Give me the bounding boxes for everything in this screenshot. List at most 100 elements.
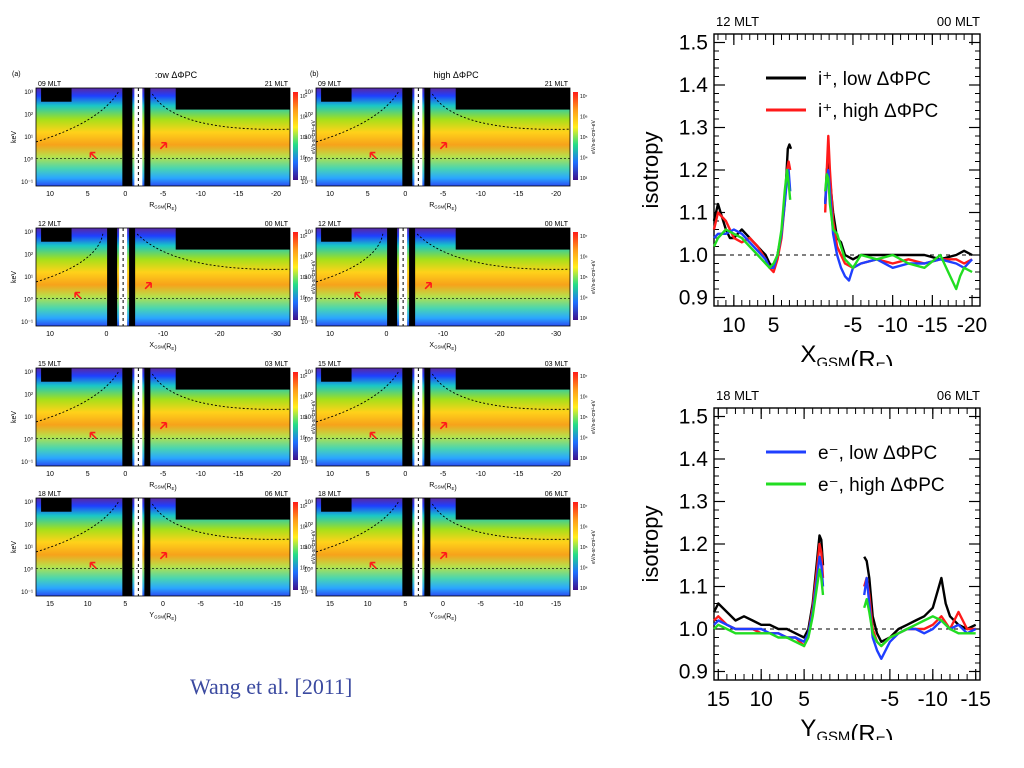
y-tick-label: 10⁻¹ bbox=[21, 460, 33, 466]
y-tick-label: 10¹ bbox=[304, 135, 313, 141]
red-arrow bbox=[424, 281, 432, 290]
x-tick-label: 5 bbox=[86, 191, 90, 198]
spectrogram-dark-region bbox=[455, 498, 570, 520]
y-tick-label: 10² bbox=[24, 113, 33, 119]
x-tick-label: 5 bbox=[798, 688, 810, 711]
spectrogram-gap-bar bbox=[122, 88, 133, 186]
spectrogram-gap-bar bbox=[107, 228, 118, 326]
x-tick-label: -10 bbox=[877, 314, 907, 337]
spectrogram-dark-region bbox=[455, 88, 570, 110]
x-tick-label: -10 bbox=[476, 191, 486, 198]
y-tick-label: 10¹ bbox=[304, 415, 313, 421]
x-tick-label: -5 bbox=[160, 471, 166, 478]
spectrogram-gap-bar bbox=[122, 498, 133, 596]
colorbar-tick: 10⁷ bbox=[300, 504, 308, 510]
x-tick-label: 10 bbox=[46, 471, 54, 478]
mlt-left-label: 18 MLT bbox=[716, 388, 759, 403]
x-tick-label: -15 bbox=[271, 601, 281, 608]
spectrogram-dark-region bbox=[321, 498, 352, 512]
mlt-right-label: 06 MLT bbox=[937, 388, 980, 403]
y-tick-label: 10⁻¹ bbox=[21, 180, 33, 186]
spectrogram-frame bbox=[315, 497, 571, 597]
colorbar-tick: 10⁶ bbox=[580, 525, 588, 531]
colorbar-tick: 10⁵ bbox=[580, 135, 588, 141]
y-tick-label: 10⁻¹ bbox=[301, 460, 313, 466]
x-tick-label: 10 bbox=[364, 601, 372, 608]
mlt-left-label: 18 MLT bbox=[38, 491, 62, 498]
spectrogram-dark-region bbox=[41, 368, 72, 382]
y-tick-label: 10³ bbox=[304, 230, 313, 236]
spectrogram-frame bbox=[35, 497, 291, 597]
red-arrow bbox=[439, 551, 448, 560]
colorbar bbox=[573, 92, 578, 180]
spectrogram-panel: 12 MLT 00 MLT 10³ 10² 10¹ 10⁰ 10⁻¹ 10 0 -10 -20 -30… bbox=[301, 221, 597, 352]
colorbar-tick: 10³ bbox=[580, 176, 588, 182]
spectrogram-panel: 09 MLT 21 MLT 10³ 10² 10¹ 10⁰ 10⁻¹ 10 5 0 -5 -10 -15… bbox=[301, 81, 597, 212]
column-title-low: :ow ΔΦPC bbox=[155, 70, 198, 80]
red-arrow bbox=[369, 561, 377, 570]
x-tick-label: -20 bbox=[271, 471, 281, 478]
mlt-left-label: 18 MLT bbox=[318, 491, 342, 498]
spectrogram-panel: 18 MLT 06 MLT 10³ 10² 10¹ 10⁰ 10⁻¹ 15 10 5 0 -5 -10 -… bbox=[301, 491, 597, 622]
dashed-energy-curve bbox=[136, 233, 291, 270]
spectrogram-dark-region bbox=[455, 228, 570, 250]
colorbar-label: eV/s-sr-cm²-eV bbox=[591, 120, 597, 154]
x-tick-label: -10 bbox=[918, 688, 948, 711]
x-tick-label: -20 bbox=[271, 191, 281, 198]
colorbar-tick: 10⁶ bbox=[580, 395, 588, 401]
spectrogram-gap-bar bbox=[424, 498, 431, 596]
legend-label: e⁻, high ΔΦPC bbox=[818, 475, 945, 496]
x-tick-label: 0 bbox=[123, 191, 127, 198]
x-tick-label: 5 bbox=[366, 191, 370, 198]
y-tick-label: 10² bbox=[304, 393, 313, 399]
mlt-left-label: 09 MLT bbox=[38, 81, 62, 88]
colorbar-tick: 10³ bbox=[300, 456, 308, 462]
y-tick-label: 10¹ bbox=[24, 545, 33, 551]
y-tick-label: 1.2 bbox=[679, 159, 708, 182]
x-tick-label: -30 bbox=[551, 331, 561, 338]
red-arrow bbox=[354, 291, 362, 300]
y-tick-label: 10³ bbox=[24, 230, 33, 236]
dashed-energy-curve bbox=[35, 371, 119, 423]
colorbar-tick: 10³ bbox=[580, 456, 588, 462]
spectrogram-dark-region bbox=[321, 368, 352, 382]
y-tick-label: 10⁰ bbox=[304, 437, 314, 444]
spectrogram-panel: 12 MLT 00 MLT 10³ 10² 10¹ 10⁰ 10⁻¹ keV 10 0 -10 -20… bbox=[11, 221, 317, 352]
spectrogram-panel: 09 MLT 21 MLT 10³ 10² 10¹ 10⁰ 10⁻¹ keV 10 5 0 -5 -10… bbox=[11, 81, 317, 212]
citation: Wang et al. [2011] bbox=[190, 674, 353, 699]
legend-label: e⁻, low ΔΦPC bbox=[818, 443, 937, 464]
x-tick-label: 0 bbox=[385, 331, 389, 338]
mlt-right-label: 06 MLT bbox=[265, 491, 289, 498]
dashed-energy-curve bbox=[416, 233, 571, 270]
colorbar bbox=[293, 232, 298, 320]
x-tick-label: -20 bbox=[494, 331, 504, 338]
colorbar-tick: 10⁷ bbox=[300, 374, 308, 380]
x-tick-label: 10 bbox=[46, 191, 54, 198]
colorbar-tick: 10⁶ bbox=[300, 255, 308, 261]
dashed-energy-curve bbox=[315, 501, 399, 553]
y-tick-label: 10² bbox=[24, 393, 33, 399]
spectrogram-panel: 18 MLT 06 MLT 10³ 10² 10¹ 10⁰ 10⁻¹ keV 15 10 5 0 -5 -… bbox=[11, 491, 317, 622]
colorbar-tick: 10⁷ bbox=[580, 504, 588, 510]
x-tick-label: -5 bbox=[440, 191, 446, 198]
x-axis-label: XGSM(RE) bbox=[149, 342, 176, 352]
colorbar-label: eV/s-sr-cm²-eV bbox=[311, 120, 317, 154]
x-tick-label: 10 bbox=[326, 331, 334, 338]
x-tick-label: 10 bbox=[722, 314, 745, 337]
mlt-left-label: 12 MLT bbox=[318, 221, 342, 228]
y-axis-label: keV bbox=[11, 411, 18, 423]
mlt-right-label: 00 MLT bbox=[265, 221, 289, 228]
x-axis-label: YGSM(RE) bbox=[429, 612, 456, 622]
colorbar-tick: 10⁴ bbox=[580, 156, 588, 162]
x-tick-label: 5 bbox=[768, 314, 780, 337]
series-line-0 bbox=[863, 556, 977, 643]
series-line-2 bbox=[713, 555, 825, 643]
spectrogram-gap-bar bbox=[122, 368, 133, 466]
y-tick-label: 1.4 bbox=[679, 448, 709, 471]
y-tick-label: 10¹ bbox=[24, 135, 33, 141]
isotropy-chart-x: 12 MLT 00 MLT 10 5 -5 -10 -15 -20 0.9 1.0 1.1 1.2 1.… bbox=[628, 6, 1020, 379]
y-tick-label: 10² bbox=[304, 253, 313, 259]
red-arrow bbox=[89, 561, 97, 570]
y-tick-label: 10⁻¹ bbox=[301, 180, 313, 186]
y-tick-label: 10¹ bbox=[24, 275, 33, 281]
